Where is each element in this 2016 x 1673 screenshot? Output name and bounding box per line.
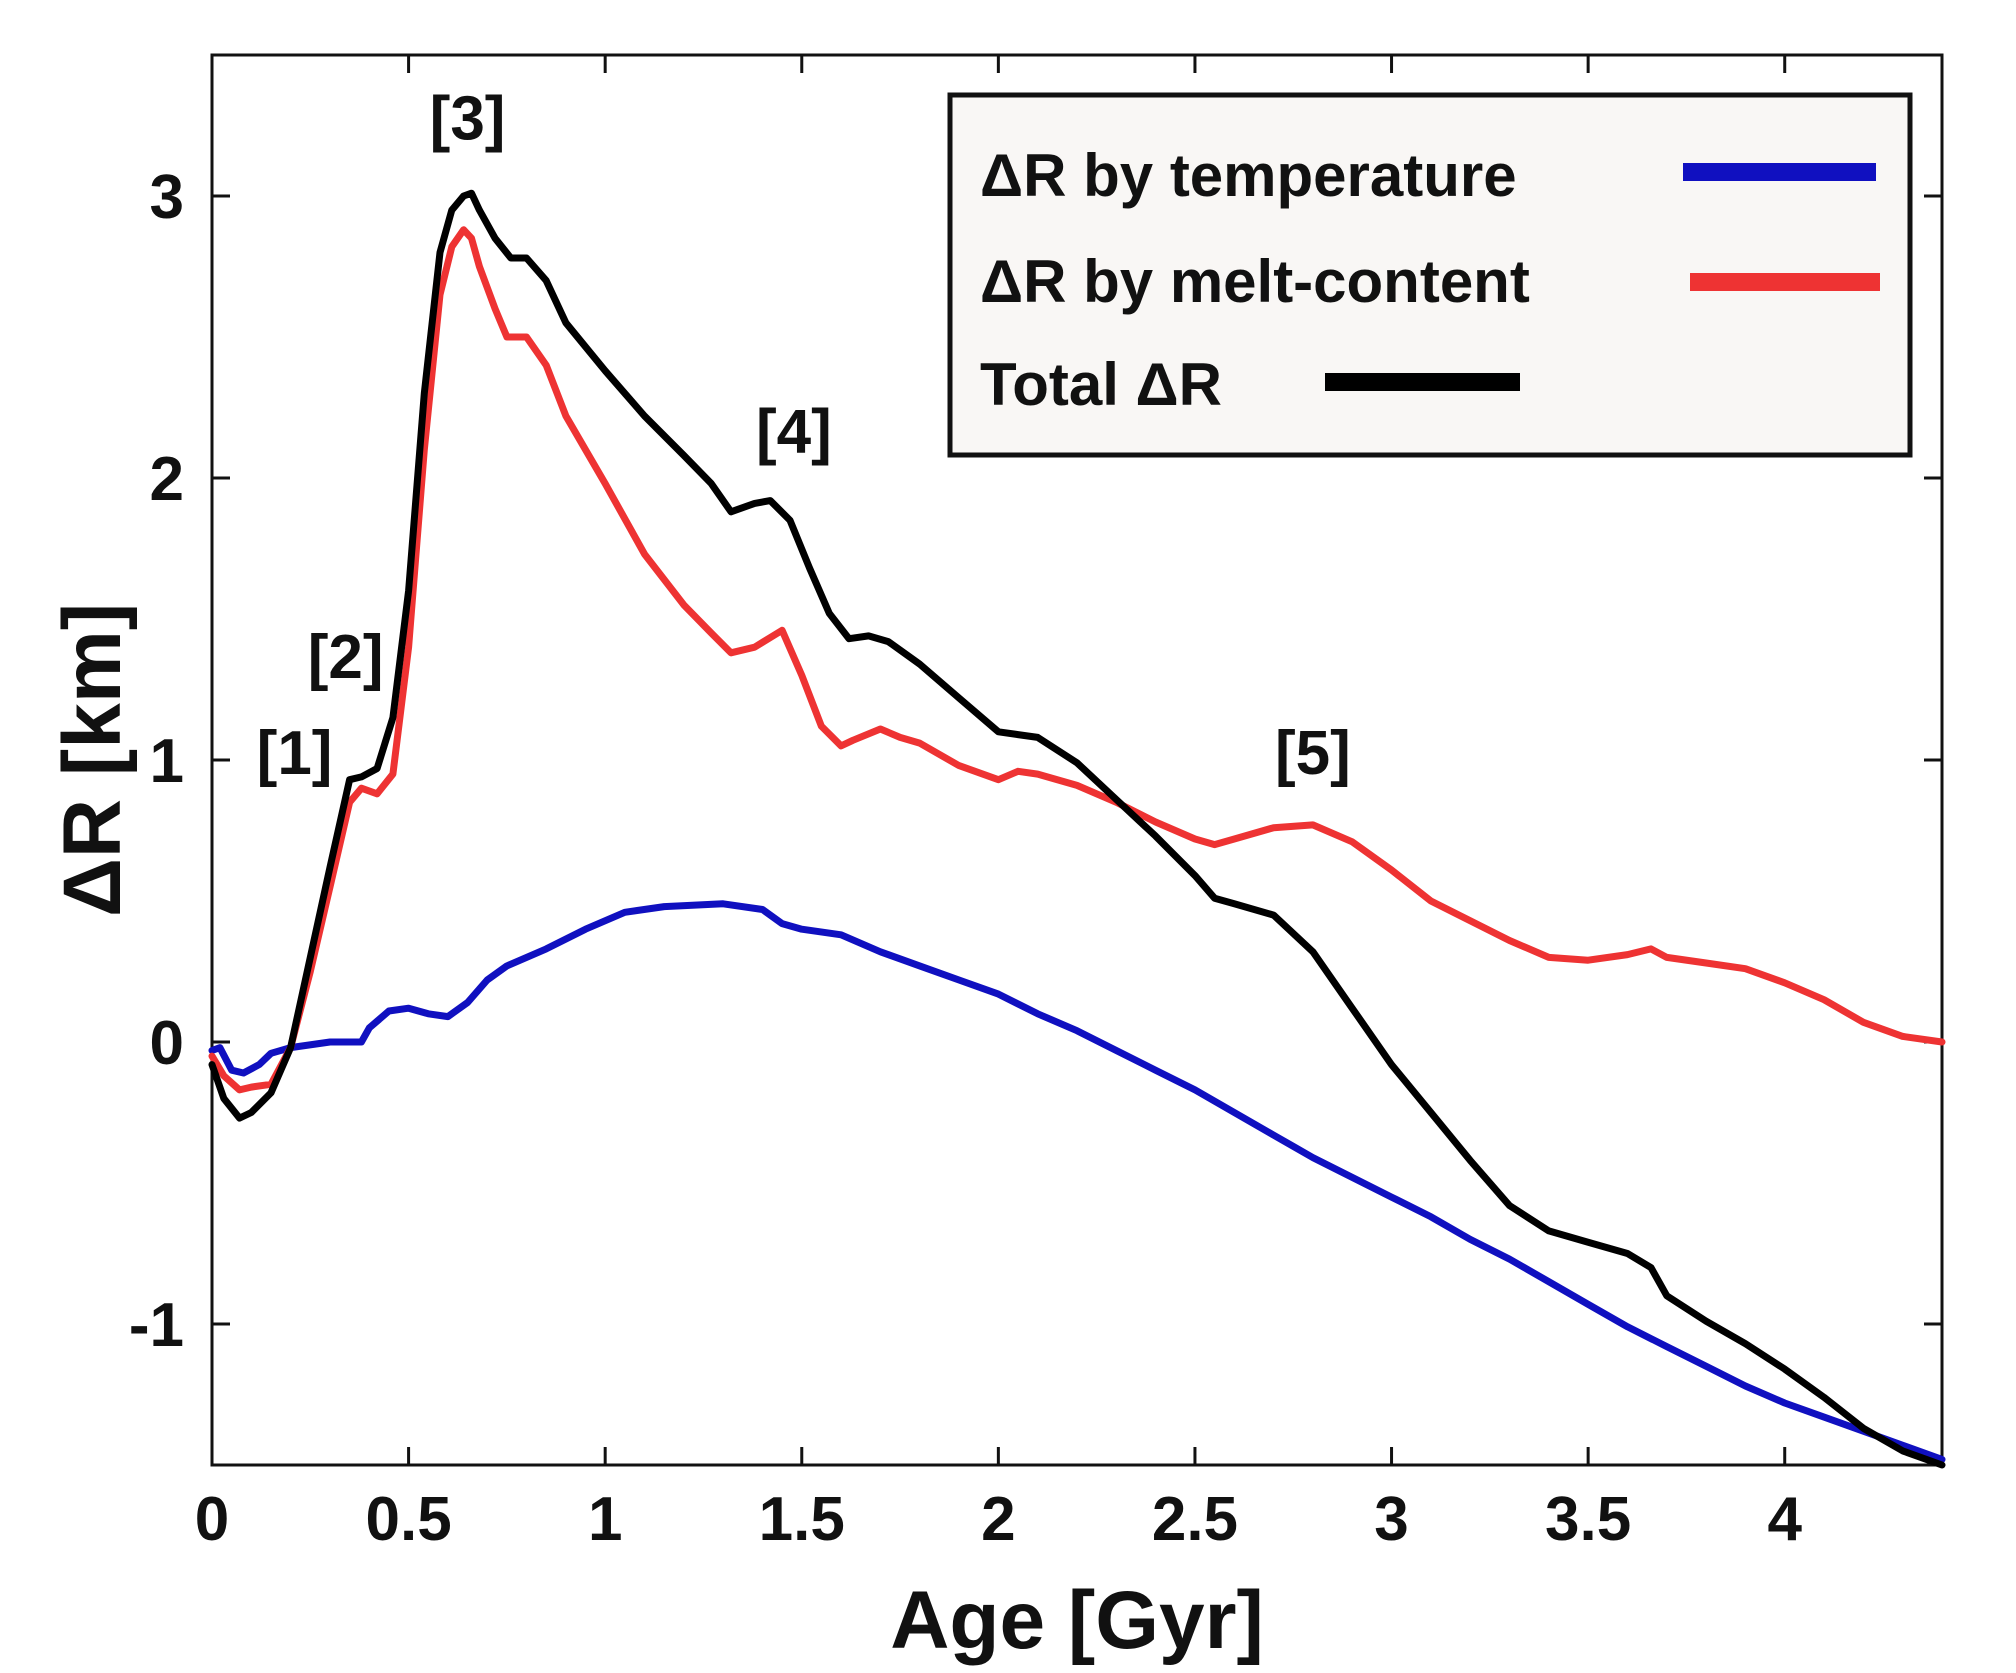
annotation-label: [5] xyxy=(1275,719,1351,788)
legend: ΔR by temperature ΔR by melt-content Tot… xyxy=(947,92,1913,458)
annotation-label: [3] xyxy=(430,85,506,154)
annotation-label: [4] xyxy=(756,398,832,467)
x-tick-label: 2.5 xyxy=(1152,1485,1238,1554)
y-tick-label: 1 xyxy=(150,727,184,796)
x-tick-label: 4 xyxy=(1767,1485,1802,1554)
y-tick-label: 3 xyxy=(150,163,184,232)
y-axis-title: ΔR [km] xyxy=(47,603,138,917)
y-axis-ticks: -1 0 1 2 3 xyxy=(129,163,1942,1360)
legend-label-melt-content: ΔR by melt-content xyxy=(980,248,1530,315)
series-layer xyxy=(208,189,1946,1469)
x-axis-ticks: 0 0.5 1 1.5 2 2.5 3 3.5 4 xyxy=(195,55,1802,1554)
x-tick-label: 0 xyxy=(195,1485,229,1554)
x-axis-title: Age [Gyr] xyxy=(890,1575,1264,1666)
x-tick-label: 2 xyxy=(981,1485,1015,1554)
x-tick-label: 1 xyxy=(588,1485,622,1554)
x-tick-label: 1.5 xyxy=(759,1485,845,1554)
series-line-melt-content xyxy=(208,226,1946,1094)
x-tick-label: 3.5 xyxy=(1545,1485,1631,1554)
annotation-label: [2] xyxy=(308,623,384,692)
legend-label-total: Total ΔR xyxy=(980,351,1222,418)
annotation-layer: [1] [2] [3] [4] [5] xyxy=(257,85,1351,788)
y-tick-label: -1 xyxy=(129,1291,184,1360)
x-tick-label: 3 xyxy=(1374,1485,1408,1554)
legend-label-temperature: ΔR by temperature xyxy=(980,142,1517,209)
series-line-temperature xyxy=(208,900,1946,1463)
annotation-label: [1] xyxy=(257,719,333,788)
series-line-total xyxy=(208,189,1946,1469)
y-tick-label: 2 xyxy=(150,445,184,514)
x-tick-label: 0.5 xyxy=(365,1485,451,1554)
y-tick-label: 0 xyxy=(150,1009,184,1078)
